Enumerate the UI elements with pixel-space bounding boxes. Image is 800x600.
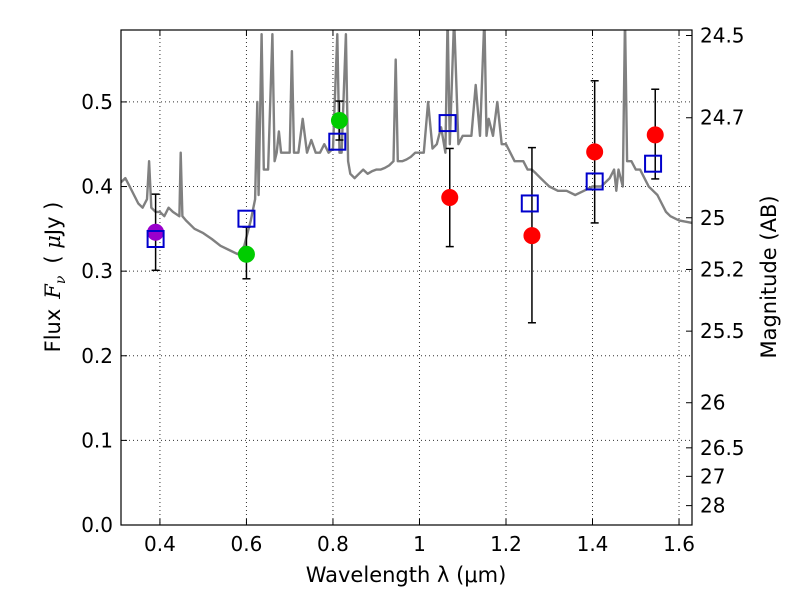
- x-tick-label: 1.2: [490, 532, 522, 556]
- observed-point: [147, 223, 165, 241]
- y-label-subscript: ν: [53, 275, 69, 284]
- y-label-symbol: F: [41, 283, 65, 300]
- y-tick-label: 0.0: [81, 513, 113, 537]
- y2-tick-label: 26.5: [700, 436, 745, 460]
- observed-point: [523, 227, 541, 245]
- observed-point: [441, 189, 459, 207]
- model-point: [585, 172, 604, 191]
- x-tick-label: 0.6: [231, 532, 263, 556]
- y2-tick-label: 25.5: [700, 319, 745, 343]
- y-tick-label: 0.5: [81, 90, 113, 114]
- observed-points: [147, 112, 664, 263]
- y-tick-label: 0.3: [81, 259, 113, 283]
- model-point: [328, 132, 347, 151]
- y-axis-label: Flux Fν ( μJy ): [41, 202, 69, 353]
- y-label-unit-mu: μ: [41, 235, 65, 249]
- model-spectrum-layer: [121, 30, 692, 256]
- y-tick-label: 0.1: [81, 428, 113, 452]
- x-tick-label: 1.6: [663, 532, 695, 556]
- y-tick-label: 0.2: [81, 344, 113, 368]
- y-tick-label: 0.4: [81, 175, 113, 199]
- y2-tick-label: 28: [700, 494, 725, 518]
- model-point: [520, 194, 539, 213]
- y-axis: 0.0 0.1 0.2 0.3 0.4 0.5: [81, 90, 127, 537]
- y-label-unit-open: (: [41, 249, 65, 264]
- model-point: [644, 154, 663, 173]
- model-point: [146, 230, 165, 248]
- model-points: [146, 114, 663, 248]
- model-point: [438, 114, 457, 133]
- grid: [121, 30, 692, 526]
- x-tick-label: 1.4: [577, 532, 609, 556]
- y2-tick-label: 25.2: [700, 257, 745, 281]
- model-point: [237, 209, 256, 228]
- y2-axis-label: Magnitude (AB): [757, 195, 781, 358]
- observed-point: [237, 245, 255, 263]
- y-label-unit-rest: Jy ): [41, 202, 65, 238]
- y2-tick-label: 24.7: [700, 106, 745, 130]
- observed-point: [646, 126, 664, 144]
- x-tick-label: 0.4: [144, 532, 176, 556]
- x-tick-label: 0.8: [317, 532, 349, 556]
- x-tick-label: 1: [413, 532, 426, 556]
- y-label-prefix: Flux: [41, 309, 65, 353]
- observed-point: [586, 143, 604, 161]
- x-axis: 0.4 0.6 0.8 1 1.2 1.4 1.6: [144, 30, 695, 556]
- observed-point: [330, 112, 348, 130]
- y2-tick-label: 26: [700, 391, 725, 415]
- y2-axis: 24.5 24.7 25 25.2 25.5 26 26.5 27 28: [686, 24, 745, 518]
- y2-tick-label: 27: [700, 464, 725, 488]
- plot-frame: [120, 29, 693, 526]
- y2-tick-label: 24.5: [700, 24, 745, 48]
- y2-tick-label: 25: [700, 206, 725, 230]
- model-spectrum-line: [121, 30, 692, 256]
- x-axis-label: Wavelength λ (μm): [306, 563, 507, 587]
